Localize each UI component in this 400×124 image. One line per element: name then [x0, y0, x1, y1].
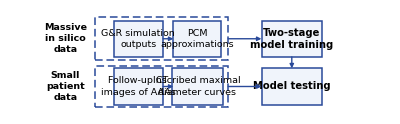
Text: PCM
approximations: PCM approximations	[160, 29, 234, 49]
Text: Inscribed maximal
diameter curves: Inscribed maximal diameter curves	[154, 76, 241, 97]
Text: Model testing: Model testing	[253, 81, 331, 92]
FancyBboxPatch shape	[262, 21, 322, 57]
FancyBboxPatch shape	[172, 68, 223, 105]
Text: Two-stage
model training: Two-stage model training	[250, 28, 334, 50]
Text: G&R simulation
outputs: G&R simulation outputs	[102, 29, 175, 49]
Text: Massive
in silico
data: Massive in silico data	[44, 23, 87, 54]
Text: Follow-up CT
images of AAAs: Follow-up CT images of AAAs	[101, 76, 176, 97]
FancyBboxPatch shape	[114, 68, 163, 105]
Text: Small
patient
data: Small patient data	[46, 71, 85, 102]
FancyBboxPatch shape	[114, 21, 163, 57]
FancyBboxPatch shape	[262, 68, 322, 105]
FancyBboxPatch shape	[173, 21, 221, 57]
